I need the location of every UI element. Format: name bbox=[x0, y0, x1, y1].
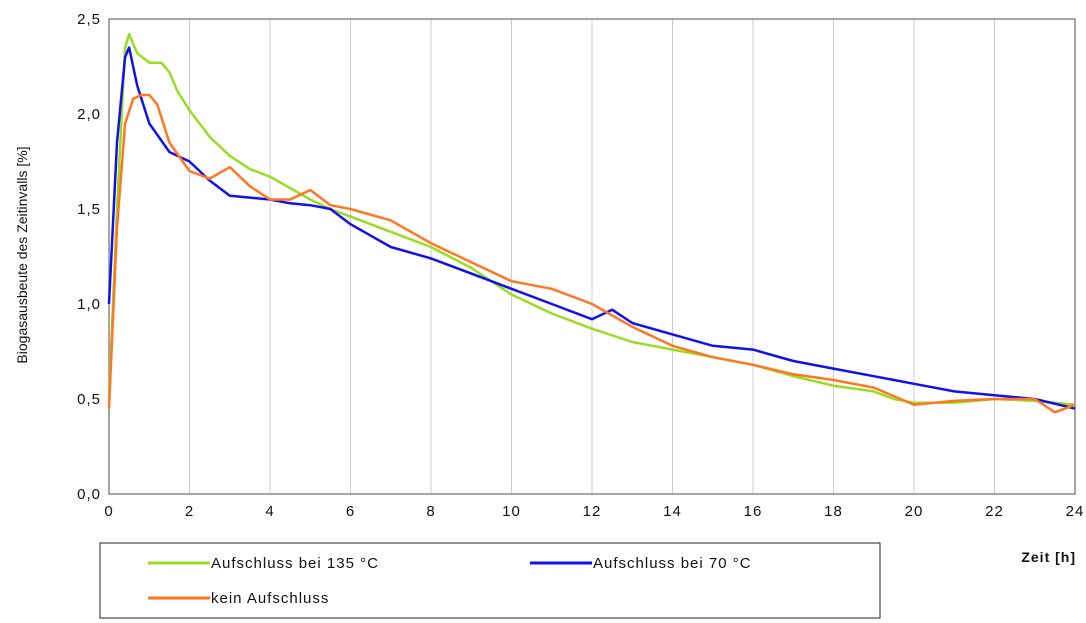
x-tick-label: 6 bbox=[346, 503, 355, 520]
x-tick-label: 4 bbox=[265, 503, 274, 520]
x-tick-labels: 0 2 4 6 8 10 12 14 16 18 20 22 24 bbox=[104, 503, 1085, 520]
y-axis-title: Biogasausbeute des Zeitinvalls [%] bbox=[14, 146, 30, 363]
y-tick-label: 2,0 bbox=[77, 106, 101, 123]
series-line-2 bbox=[107, 46, 1076, 410]
x-tick-label: 22 bbox=[985, 503, 1004, 520]
x-tick-label: 2 bbox=[185, 503, 194, 520]
series-line-1 bbox=[107, 32, 1076, 406]
x-tick-label: 8 bbox=[426, 503, 435, 520]
y-tick-label: 1,5 bbox=[77, 201, 101, 218]
series-lines bbox=[107, 32, 1076, 414]
x-tick-label: 20 bbox=[905, 503, 924, 520]
x-tick-label: 16 bbox=[744, 503, 763, 520]
legend-label: kein Aufschluss bbox=[211, 590, 329, 607]
x-tick-label: 0 bbox=[104, 503, 113, 520]
x-tick-label: 14 bbox=[663, 503, 682, 520]
legend-label: Aufschluss bei 70 °C bbox=[593, 555, 752, 572]
grid bbox=[189, 19, 995, 494]
y-tick-labels: 0,0 0,5 1,0 1,5 2,0 2,5 bbox=[77, 11, 101, 503]
x-axis-title: Zeit [h] bbox=[1021, 549, 1076, 565]
x-tick-label: 24 bbox=[1066, 503, 1085, 520]
x-tick-label: 10 bbox=[502, 503, 521, 520]
y-tick-label: 2,5 bbox=[77, 11, 101, 28]
y-tick-label: 1,0 bbox=[77, 296, 101, 313]
y-tick-label: 0,0 bbox=[77, 486, 101, 503]
plot-area-frame bbox=[108, 18, 1076, 495]
series-line-3 bbox=[107, 93, 1076, 414]
y-tick-label: 0,5 bbox=[77, 391, 101, 408]
legend-box bbox=[99, 542, 881, 619]
legend: Aufschluss bei 135 °C Aufschluss bei 70 °… bbox=[99, 542, 881, 619]
x-tick-label: 12 bbox=[583, 503, 602, 520]
legend-label: Aufschluss bei 135 °C bbox=[211, 555, 379, 572]
x-tick-label: 18 bbox=[824, 503, 843, 520]
